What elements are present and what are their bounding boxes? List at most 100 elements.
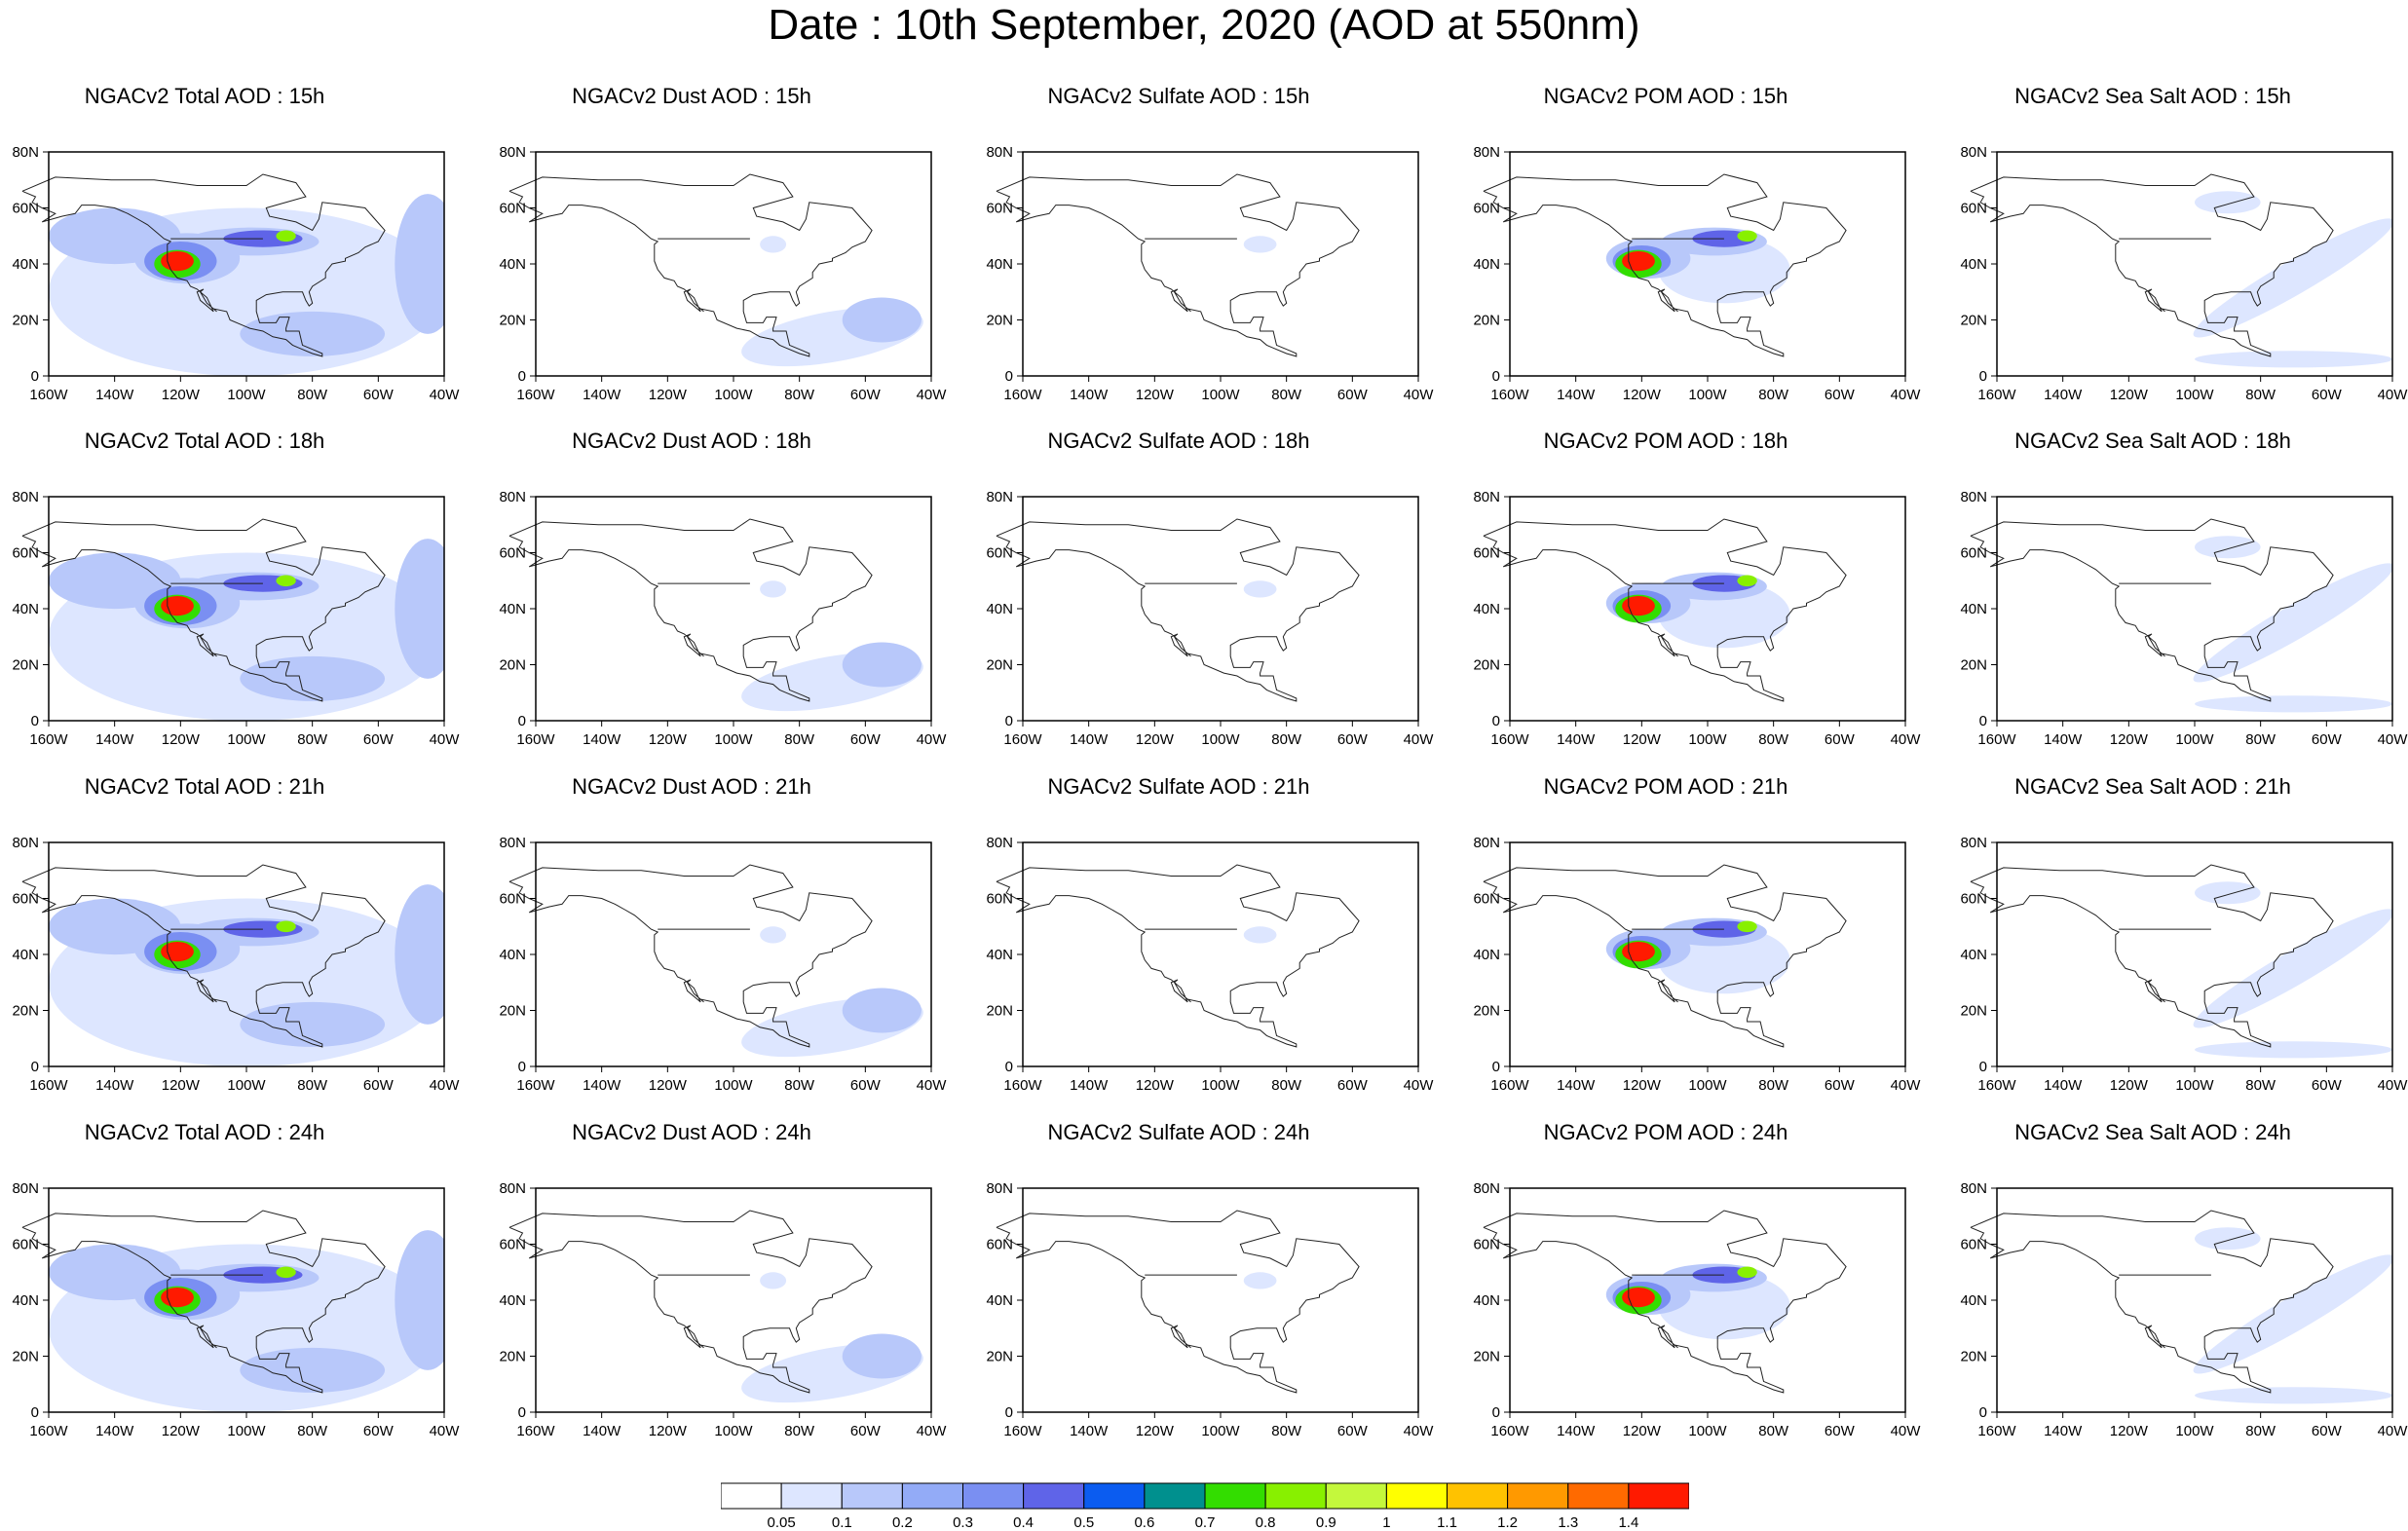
- lon-tick-label: 40W: [917, 731, 948, 748]
- lat-tick-label: 20N: [1473, 657, 1500, 674]
- lat-tick-label: 0: [518, 713, 526, 729]
- lon-tick-label: 140W: [1070, 1423, 1109, 1439]
- map-panel-total: 160W 140W 120W 100W 80W 60W 40W 0 20N 40N 60N 80N NG…: [0, 1120, 460, 1451]
- lon-tick-label: 60W: [2312, 1077, 2343, 1094]
- seasalt-field: [2193, 218, 2392, 338]
- aod-field: [395, 194, 444, 334]
- map-area: 160W 140W 120W 100W 80W 60W 40W 0 20N 40N 60N 80N: [986, 1180, 1434, 1439]
- panel-title: NGACv2 Dust AOD : 15h: [572, 84, 811, 108]
- map-area: 160W 140W 120W 100W 80W 60W 40W 0 20N 40N 60N 80N: [499, 1180, 947, 1439]
- colorbar-label: 0.05: [767, 1514, 795, 1531]
- lat-tick-label: 60N: [986, 1237, 1013, 1253]
- lon-tick-label: 100W: [227, 1077, 266, 1094]
- lon-tick-label: 100W: [714, 1423, 753, 1439]
- lat-tick-label: 40N: [986, 947, 1013, 963]
- smoke-plume-core: [276, 920, 296, 933]
- coastline: [508, 864, 873, 1048]
- lon-tick-label: 120W: [162, 731, 201, 748]
- aod-field-layer: [1243, 1272, 1277, 1289]
- lat-tick-label: 80N: [1960, 489, 1987, 505]
- colorbar-label: 0.1: [832, 1514, 852, 1531]
- map-plot: 160W 140W 120W 100W 80W 60W 40W 0 20N 40N 60N 80N: [499, 835, 947, 1094]
- lon-tick-label: 40W: [430, 387, 461, 403]
- panel-title: NGACv2 Sea Salt AOD : 15h: [2014, 84, 2291, 108]
- colorbar-swatch: [1083, 1482, 1146, 1510]
- lon-tick-label: 160W: [516, 387, 555, 403]
- lat-tick-label: 60N: [12, 545, 39, 562]
- lon-tick-label: 140W: [1557, 1423, 1596, 1439]
- lon-tick-label: 100W: [714, 1077, 753, 1094]
- lon-tick-label: 40W: [1404, 1423, 1435, 1439]
- map-area: 160W 140W 120W 100W 80W 60W 40W 0 20N 40N 60N 80N: [12, 489, 460, 748]
- map-panel-dust: 160W 140W 120W 100W 80W 60W 40W 0 20N 40N 60N 80N NG…: [487, 1120, 947, 1451]
- map-plot: 160W 140W 120W 100W 80W 60W 40W 0 20N 40N 60N 80N: [1960, 835, 2408, 1094]
- map-panel-pom: 160W 140W 120W 100W 80W 60W 40W 0 20N 40N 60N 80N NG…: [1461, 774, 1921, 1105]
- lat-tick-label: 0: [1492, 368, 1500, 385]
- lat-tick-label: 80N: [986, 835, 1013, 851]
- lat-tick-label: 20N: [12, 1349, 39, 1365]
- colorbar-label: 0.5: [1073, 1514, 1094, 1531]
- colorbar-swatch: [1507, 1482, 1569, 1510]
- sulfate-field: [1243, 1272, 1277, 1289]
- lat-tick-label: 80N: [1473, 835, 1500, 851]
- map-plot: 160W 140W 120W 100W 80W 60W 40W 0 20N 40N 60N 80N: [499, 144, 947, 403]
- colorbar-swatch: [841, 1482, 903, 1510]
- aod-field: [395, 1230, 444, 1370]
- lon-tick-label: 80W: [1271, 731, 1302, 748]
- lat-tick-label: 40N: [12, 256, 39, 273]
- lon-tick-label: 140W: [2044, 387, 2083, 403]
- map-plot: 160W 140W 120W 100W 80W 60W 40W 0 20N 40N 60N 80N: [986, 1180, 1434, 1439]
- lon-tick-label: 60W: [850, 731, 882, 748]
- coastline: [1970, 173, 2334, 357]
- lat-tick-label: 20N: [1960, 313, 1987, 329]
- map-plot: 160W 140W 120W 100W 80W 60W 40W 0 20N 40N 60N 80N: [12, 144, 460, 403]
- map-area: 160W 140W 120W 100W 80W 60W 40W 0 20N 40N 60N 80N: [986, 489, 1434, 748]
- lon-tick-label: 100W: [714, 387, 753, 403]
- map-plot: 160W 140W 120W 100W 80W 60W 40W 0 20N 40N 60N 80N: [986, 144, 1434, 403]
- lon-tick-label: 140W: [1070, 731, 1109, 748]
- lat-tick-label: 20N: [12, 1003, 39, 1020]
- lat-tick-label: 20N: [1960, 1349, 1987, 1365]
- lon-tick-label: 100W: [227, 387, 266, 403]
- lat-tick-label: 80N: [499, 835, 526, 851]
- colorbar-swatch: [1567, 1482, 1630, 1510]
- seasalt-field: [2195, 351, 2392, 368]
- lon-tick-label: 160W: [29, 731, 68, 748]
- sulfate-field: [1243, 236, 1277, 253]
- map-area: 160W 140W 120W 100W 80W 60W 40W 0 20N 40N 60N 80N: [1960, 489, 2408, 748]
- lat-tick-label: 80N: [1960, 835, 1987, 851]
- lat-tick-label: 40N: [12, 1292, 39, 1309]
- lon-tick-label: 160W: [1490, 731, 1529, 748]
- lat-tick-label: 20N: [12, 313, 39, 329]
- lon-tick-label: 60W: [363, 731, 395, 748]
- map-plot: 160W 140W 120W 100W 80W 60W 40W 0 20N 40N 60N 80N: [986, 835, 1434, 1094]
- coastline: [1483, 173, 1847, 357]
- dust-field: [760, 1272, 787, 1289]
- map-panel-sulfate: 160W 140W 120W 100W 80W 60W 40W 0 20N 40N 60N 80N NG…: [974, 84, 1434, 415]
- lon-tick-label: 100W: [1201, 387, 1240, 403]
- seasalt-field: [2193, 909, 2392, 1028]
- panel-title: NGACv2 Sulfate AOD : 24h: [1047, 1120, 1310, 1144]
- map-plot: 160W 140W 120W 100W 80W 60W 40W 0 20N 40N 60N 80N: [12, 489, 460, 748]
- lat-tick-label: 60N: [986, 545, 1013, 562]
- colorbar-label: 1.3: [1558, 1514, 1578, 1531]
- aod-field-layer: [2193, 191, 2392, 368]
- lat-tick-label: 40N: [986, 601, 1013, 617]
- lon-tick-label: 160W: [1490, 1423, 1529, 1439]
- aod-field-layer: [1605, 227, 1790, 304]
- map-area: 160W 140W 120W 100W 80W 60W 40W 0 20N 40N 60N 80N: [1960, 835, 2408, 1094]
- smoke-plume-peak: [161, 251, 194, 272]
- lat-tick-label: 0: [518, 368, 526, 385]
- lon-tick-label: 120W: [1136, 731, 1175, 748]
- lon-tick-label: 140W: [1557, 387, 1596, 403]
- lat-tick-label: 80N: [12, 144, 39, 161]
- smoke-plume-core: [276, 230, 296, 243]
- lon-tick-label: 80W: [2245, 1423, 2276, 1439]
- aod-field-layer: [1243, 926, 1277, 944]
- map-plot: 160W 140W 120W 100W 80W 60W 40W 0 20N 40N 60N 80N: [1473, 144, 1921, 403]
- lon-tick-label: 80W: [1758, 1077, 1789, 1094]
- colorbar-label: 0.3: [953, 1514, 973, 1531]
- map-panel-pom: 160W 140W 120W 100W 80W 60W 40W 0 20N 40N 60N 80N NG…: [1461, 84, 1921, 415]
- lat-tick-label: 80N: [12, 835, 39, 851]
- coastline: [508, 173, 873, 357]
